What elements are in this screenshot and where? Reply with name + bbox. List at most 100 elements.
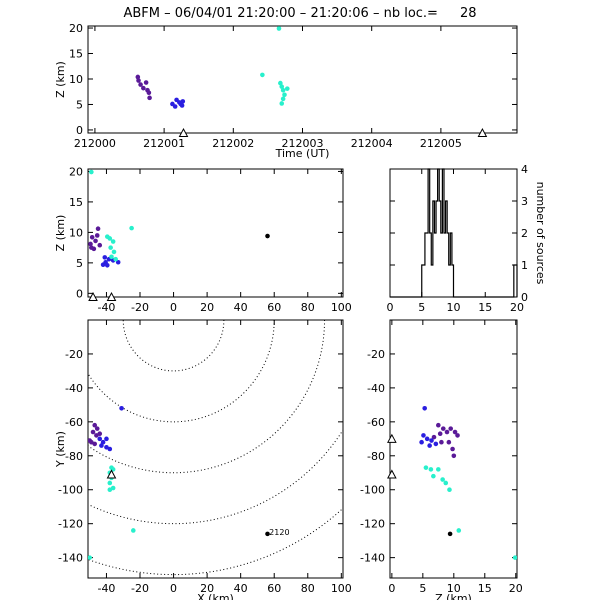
z-y-xtick-label: 10 <box>447 582 461 595</box>
source-point <box>97 242 103 248</box>
source-point <box>446 439 452 445</box>
time-height-ytick-label: 5 <box>76 98 83 111</box>
time-height-xtick-label: 212000 <box>74 137 116 150</box>
source-point <box>447 487 452 493</box>
source-point <box>440 477 445 482</box>
height-histogram-xtick-label: 15 <box>478 301 492 314</box>
z-y-xtick-label: 5 <box>419 582 426 595</box>
source-point <box>422 405 427 411</box>
x-height-ytick-label: 20 <box>69 165 83 178</box>
z-y-ytick-label: -120 <box>360 518 385 531</box>
time-height-points <box>135 26 290 109</box>
source-point <box>280 87 286 93</box>
source-point <box>113 256 118 262</box>
source-point <box>119 405 124 411</box>
source-point <box>141 85 146 91</box>
source-point <box>279 101 285 106</box>
location-count: 28 <box>460 6 477 21</box>
x-height-xtick-label: 100 <box>331 301 352 314</box>
x-height-xtick-label: -40 <box>97 301 115 314</box>
source-point <box>450 446 455 452</box>
source-point <box>172 104 178 109</box>
x-height-ytick-label: 0 <box>76 287 83 300</box>
time-height-xaxis-label: Time (UT) <box>275 147 330 160</box>
time-height-panel: 212000 212001 212002 212003 212004 212005 0 5 10… <box>54 22 518 160</box>
source-point <box>440 426 446 431</box>
x-y-plan-ytick-label: -40 <box>65 382 83 395</box>
source-point <box>136 78 141 83</box>
x-height-ytick-label: 15 <box>69 196 83 209</box>
source-point <box>146 90 152 96</box>
source-point <box>456 528 462 533</box>
time-height-yaxis-label: Z (km) <box>54 61 67 98</box>
time-height-xtick-label: 212004 <box>351 137 393 150</box>
source-point <box>92 441 98 447</box>
x-height-ytick-label: 5 <box>76 257 83 270</box>
source-point <box>265 233 270 239</box>
source-point <box>431 473 436 479</box>
z-y-ytick-label: -40 <box>367 382 385 395</box>
source-point <box>428 467 434 472</box>
source-point <box>89 169 94 175</box>
time-height-ytick-label: 10 <box>69 73 83 86</box>
source-point <box>260 72 265 78</box>
source-point <box>429 438 434 443</box>
height-histogram-xtick-label: 5 <box>418 301 425 314</box>
source-point <box>94 233 100 238</box>
source-point <box>448 426 454 431</box>
z-y-xtick-label: 20 <box>509 582 523 595</box>
time-height-xtick-label: 212005 <box>420 137 462 150</box>
x-y-plan-ytick-label: -80 <box>65 450 83 463</box>
source-point <box>104 436 109 442</box>
source-point <box>444 429 450 435</box>
height-histogram-xtick-label: 20 <box>510 301 524 314</box>
x-height-xtick-label: 20 <box>200 301 214 314</box>
source-point <box>279 84 285 89</box>
source-point <box>284 86 290 91</box>
flash-label: 2120 <box>269 528 289 537</box>
source-point <box>455 433 460 438</box>
source-point <box>107 446 113 452</box>
x-height-frame <box>87 168 344 298</box>
x-y-plan-frame <box>87 319 344 579</box>
source-point <box>421 433 426 438</box>
x-y-plan-xtick-label: 40 <box>234 582 248 595</box>
x-y-plan-ytick-label: -140 <box>58 552 83 565</box>
source-point <box>452 429 458 435</box>
figure-title: ABFM – 06/04/01 21:20:00 – 21:20:06 – nb… <box>124 6 477 21</box>
source-point <box>447 531 453 537</box>
source-point <box>110 239 116 244</box>
station-triangle-icon <box>88 291 98 301</box>
x-height-ytick-label: 10 <box>69 226 83 239</box>
source-point <box>104 263 110 268</box>
x-y-plan-ytick-label: -100 <box>58 484 83 497</box>
station-triangle-icon <box>106 469 117 479</box>
source-point <box>129 225 134 231</box>
source-point <box>89 234 95 240</box>
z-y-panel: 0 5 10 15 20 -20 -40 -60 -80 -100 -120 -140 Z (km) <box>360 319 523 604</box>
station-triangle-icon <box>387 469 397 479</box>
source-point <box>135 74 141 80</box>
height-histogram-ytick-label: 0 <box>521 291 528 304</box>
x-y-plan-xtick-label: 60 <box>267 582 281 595</box>
source-point <box>99 443 104 448</box>
x-height-yaxis-label: Z (km) <box>54 215 67 252</box>
source-point <box>265 531 270 537</box>
x-y-plan-xtick-label: 100 <box>331 582 352 595</box>
source-point <box>93 238 98 244</box>
source-point <box>436 467 441 472</box>
z-y-ytick-label: -60 <box>367 416 385 429</box>
height-histogram-ytick-label: 1 <box>521 259 528 272</box>
source-point <box>130 528 136 533</box>
source-point <box>107 480 113 486</box>
station-triangle-icon <box>106 291 117 301</box>
x-y-plan-xtick-label: 80 <box>301 582 315 595</box>
time-height-xtick-label: 212002 <box>212 137 254 150</box>
source-point <box>424 436 430 442</box>
x-height-xtick-label: 0 <box>170 301 177 314</box>
z-y-ytick-label: -100 <box>360 484 385 497</box>
station-triangle-icon <box>387 433 397 443</box>
